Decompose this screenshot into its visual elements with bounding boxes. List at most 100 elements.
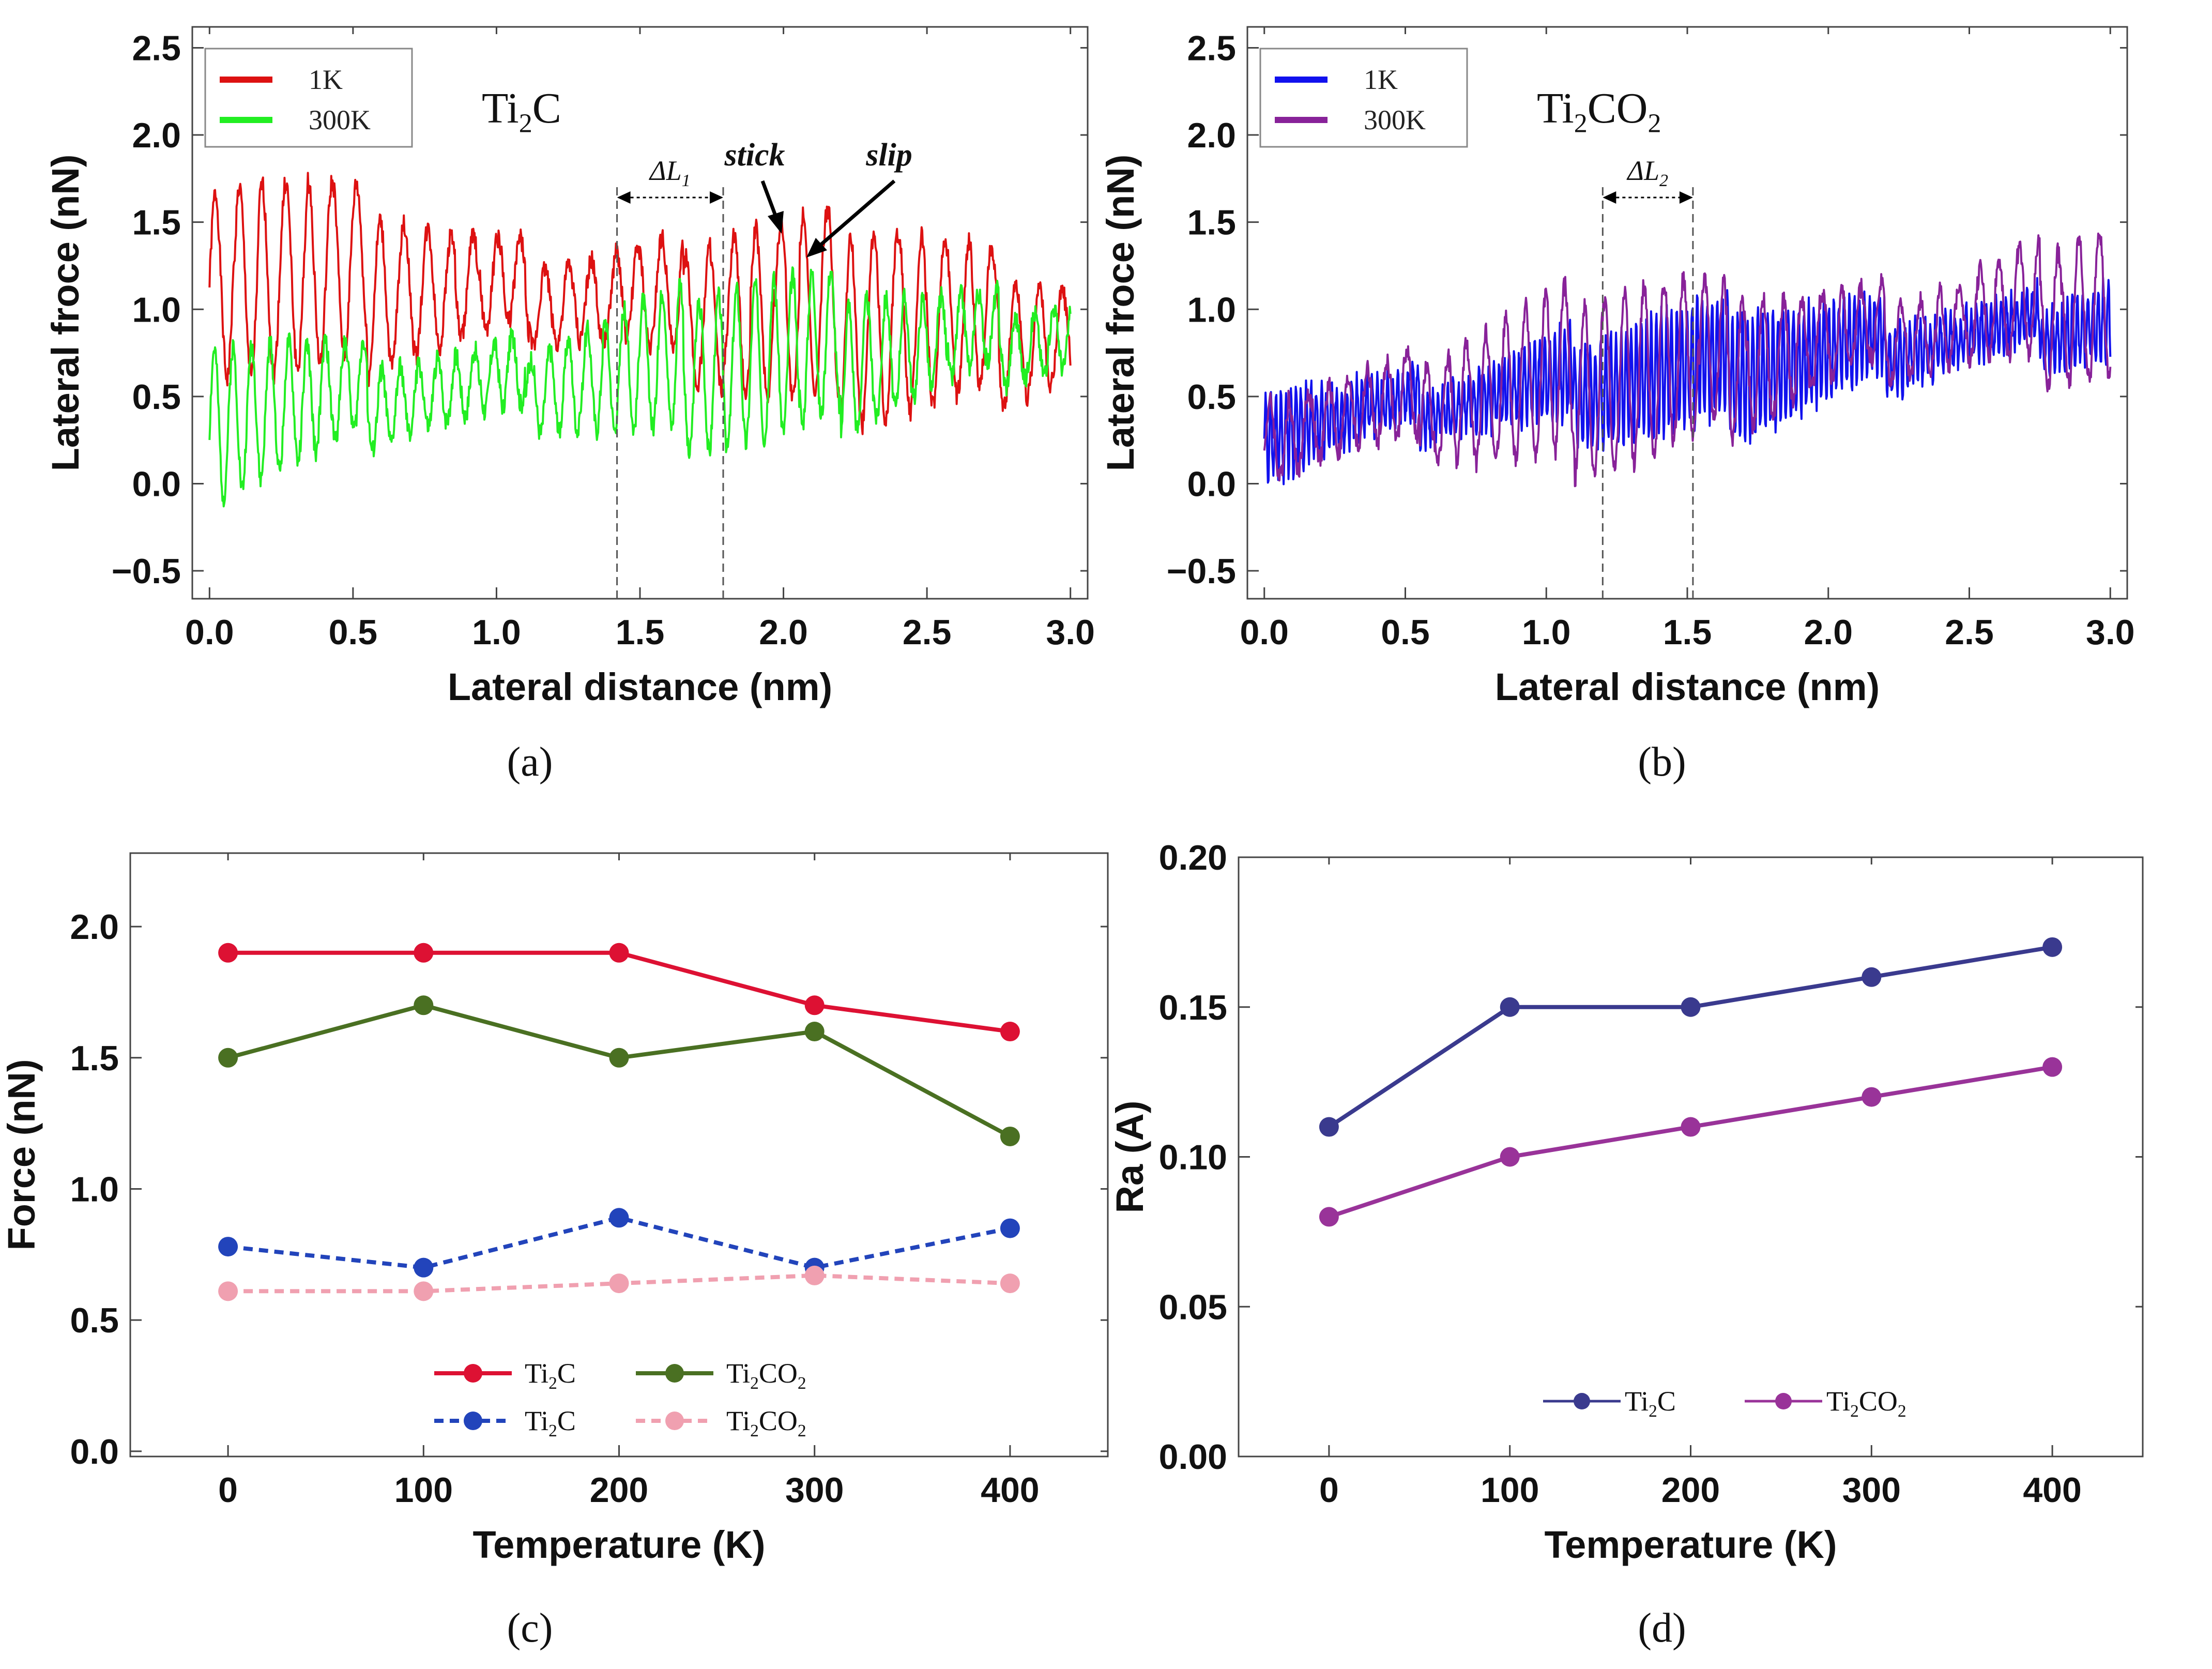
x-tick-label: 2.5: [1945, 613, 1994, 652]
data-point: [804, 1022, 825, 1042]
x-tick-label: 0.5: [1381, 613, 1430, 652]
legend-marker: [464, 1364, 482, 1383]
data-point: [1862, 967, 1882, 987]
y-tick-label: 0.5: [70, 1301, 119, 1340]
legend-label: 1K: [309, 64, 343, 95]
y-tick-label: −0.5: [112, 552, 181, 591]
y-tick-label: 2.0: [1187, 116, 1236, 155]
data-point: [1000, 1022, 1020, 1042]
legend-marker: [1775, 1393, 1792, 1409]
x-tick-label: 0: [1319, 1470, 1339, 1510]
y-tick-label: 2.5: [132, 28, 181, 68]
legend-label: 300K: [309, 104, 371, 135]
delta-arrowhead: [617, 191, 631, 204]
panel-label: (a): [507, 739, 553, 785]
y-tick-label: 2.5: [1187, 28, 1236, 68]
data-point: [1681, 1117, 1701, 1137]
legend-label: Ti2CO2: [1826, 1386, 1906, 1421]
legend-label: Ti2CO2: [726, 1405, 806, 1440]
data-point: [2042, 1057, 2063, 1077]
y-tick-label: 0.20: [1159, 838, 1227, 877]
data-point: [609, 943, 629, 963]
series-line-1K: [208, 172, 1072, 435]
data-point: [1319, 1117, 1339, 1137]
legend-marker: [464, 1412, 482, 1430]
x-tick-label: 100: [1481, 1470, 1539, 1510]
x-tick-label: 100: [394, 1470, 453, 1510]
x-axis-label: Lateral distance (nm): [448, 665, 832, 708]
plot-frame: [1238, 856, 2144, 1458]
delta-label: ΔL1: [649, 155, 691, 190]
y-axis-label: Lateral froce (nN): [44, 155, 87, 472]
y-tick-label: 1.0: [1187, 290, 1236, 329]
x-tick-label: 200: [590, 1470, 648, 1510]
slip-arrow: [815, 179, 896, 250]
data-point: [218, 1237, 238, 1257]
x-tick-label: 0.0: [1240, 613, 1289, 652]
panel-label: (b): [1638, 739, 1686, 785]
delta-arrowhead: [1679, 191, 1693, 204]
x-tick-label: 300: [785, 1470, 844, 1510]
chart-panel-d: 0 100 200 300 400 0.00 0.05 0.10 0.15 0.20 Tempera…: [1108, 838, 2144, 1651]
delta-arrowhead: [709, 191, 723, 204]
y-tick-label: 2.0: [132, 116, 181, 155]
legend-label: 300K: [1364, 104, 1426, 135]
x-tick-label: 300: [1842, 1470, 1901, 1510]
series-line-Ti2C: [228, 950, 1011, 1034]
series-line-300K: [208, 266, 1072, 508]
x-tick-label: 2.0: [1804, 613, 1853, 652]
data-point: [414, 995, 434, 1015]
x-axis-label: Temperature (K): [1544, 1523, 1837, 1566]
legend-box: [1259, 48, 1468, 148]
delta-label: ΔL2: [1626, 155, 1668, 190]
x-tick-label: 0.5: [329, 613, 378, 652]
y-tick-label: 0.5: [1187, 377, 1236, 417]
legend-label: 1K: [1364, 64, 1398, 95]
data-point: [1500, 997, 1520, 1017]
x-tick-label: 1.0: [472, 613, 521, 652]
y-tick-label: 1.0: [70, 1170, 119, 1209]
x-tick-label: 3.0: [2086, 613, 2135, 652]
chart-panel-c: 0 100 200 300 400 0.0 0.5 1.0 1.5 2.0 Temperature …: [0, 852, 1109, 1651]
y-tick-label: 0.0: [1187, 464, 1236, 504]
legend-label: Ti2C: [525, 1358, 576, 1393]
x-tick-label: 1.0: [1522, 613, 1571, 652]
data-point: [1319, 1207, 1339, 1227]
legend-label: Ti2CO2: [726, 1358, 806, 1393]
y-tick-label: −0.5: [1167, 552, 1236, 591]
data-point: [609, 1208, 629, 1228]
y-tick-label: 0.5: [132, 377, 181, 417]
data-point: [1000, 1126, 1020, 1146]
data-point: [218, 1281, 238, 1301]
data-point: [2042, 937, 2063, 957]
data-point: [804, 995, 825, 1015]
legend-marker: [665, 1412, 684, 1430]
y-axis-label: Lateral froce (nN): [1099, 155, 1142, 472]
data-point: [609, 1273, 629, 1294]
x-tick-label: 2.5: [903, 613, 952, 652]
data-point: [609, 1048, 629, 1068]
y-tick-label: 0.10: [1159, 1138, 1227, 1177]
x-tick-label: 2.0: [759, 613, 808, 652]
panel-label: (d): [1638, 1605, 1686, 1651]
x-axis-label: Temperature (K): [472, 1523, 765, 1566]
y-tick-label: 1.5: [132, 203, 181, 242]
chart-title: Ti2C: [482, 84, 561, 138]
legend-label: Ti2C: [1625, 1386, 1676, 1421]
legend-marker: [665, 1364, 684, 1383]
x-tick-label: 400: [981, 1470, 1039, 1510]
data-point: [1862, 1087, 1882, 1107]
data-point: [414, 943, 434, 963]
y-tick-label: 1.0: [132, 290, 181, 329]
chart-panel-a: 0.0 0.5 1.0 1.5 2.0 2.5 3.0−0.50.00.51.01.52.0…: [44, 26, 1095, 785]
series-line-Ti2CO2: [227, 1003, 1011, 1139]
x-tick-label: 1.5: [616, 613, 665, 652]
x-axis-label: Lateral distance (nm): [1495, 665, 1880, 708]
x-tick-label: 400: [2023, 1470, 2081, 1510]
y-tick-label: 1.5: [1187, 203, 1236, 242]
y-tick-label: 0.0: [70, 1432, 119, 1471]
series-line-Ti2C: [1328, 945, 2053, 1129]
legend-marker: [1574, 1393, 1590, 1409]
chart-title: Ti2CO2: [1537, 84, 1661, 138]
